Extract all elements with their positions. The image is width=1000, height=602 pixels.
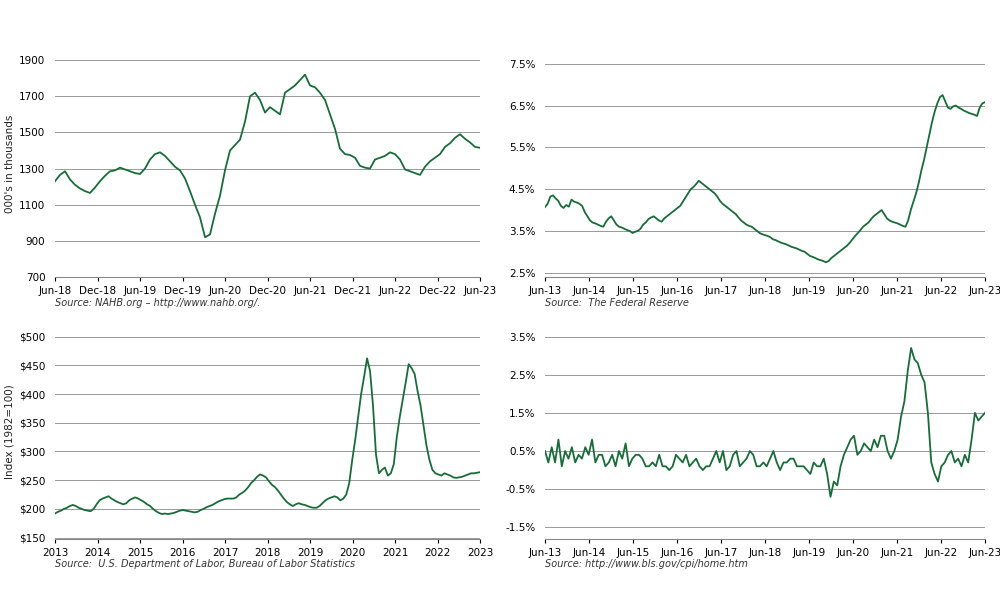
Text: Source: NAHB.org – http://www.nahb.org/.: Source: NAHB.org – http://www.nahb.org/. [55, 298, 260, 308]
Text: 30 yr. Mortgage: 30 yr. Mortgage [697, 30, 833, 45]
Y-axis label: 000's in thousands: 000's in thousands [5, 115, 15, 213]
Text: Inflation (CPI): Inflation (CPI) [705, 305, 825, 320]
Text: Housing Starts: Housing Starts [204, 30, 331, 45]
Y-axis label: Index (1982=100): Index (1982=100) [5, 385, 15, 479]
Text: Source:  The Federal Reserve: Source: The Federal Reserve [545, 298, 689, 308]
Text: Source: http://www.bls.gov/cpi/home.htm: Source: http://www.bls.gov/cpi/home.htm [545, 559, 748, 569]
Text: Source:  U.S. Department of Labor, Bureau of Labor Statistics: Source: U.S. Department of Labor, Bureau… [55, 559, 355, 569]
Text: Lumber: Lumber [235, 305, 300, 320]
